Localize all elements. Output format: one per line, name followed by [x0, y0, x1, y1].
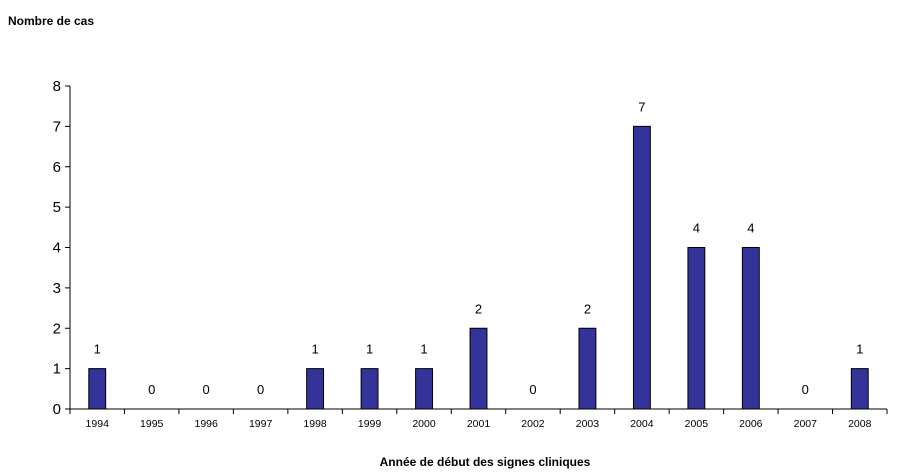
- x-tick-label: 1997: [249, 418, 273, 430]
- y-axis-title: Nombre de cas: [8, 14, 94, 28]
- x-tick-label: 2000: [412, 418, 436, 430]
- bar-2004: [632, 125, 651, 410]
- data-label-2004: 7: [638, 99, 645, 114]
- data-label-2002: 0: [529, 382, 536, 397]
- data-label-1995: 0: [148, 382, 155, 397]
- y-tick-label: 0: [53, 401, 61, 418]
- x-tick-label: 2003: [576, 418, 600, 430]
- x-tick-label: 1994: [86, 418, 110, 430]
- y-tick-label: 2: [53, 320, 61, 337]
- bar-1999: [360, 368, 379, 410]
- y-tick-label: 7: [53, 118, 61, 135]
- x-tick-label: 1999: [358, 418, 382, 430]
- data-label-2003: 2: [584, 301, 591, 316]
- x-tick-label: 2006: [739, 418, 763, 430]
- x-axis: 1994 1995 1996 1997 1998 1999 2000 2001 2002 2003…: [69, 408, 888, 430]
- data-label-2005: 4: [693, 221, 700, 236]
- bar-2000: [415, 368, 433, 410]
- x-tick-label: 1995: [140, 418, 164, 430]
- bar-2005: [687, 247, 706, 410]
- data-label-1999: 1: [366, 342, 373, 357]
- y-tick-label: 6: [53, 159, 61, 176]
- x-tick-label: 2001: [467, 418, 491, 430]
- x-tick-label: 2002: [521, 418, 545, 430]
- y-tick-label: 3: [53, 280, 61, 297]
- x-tick-label: 2007: [794, 418, 818, 430]
- bar-2003: [578, 327, 597, 410]
- x-tick-label: 2005: [685, 418, 709, 430]
- data-label-1997: 0: [257, 382, 264, 397]
- x-axis-title: Année de début des signes cliniques: [380, 455, 591, 469]
- data-label-2007: 0: [802, 382, 809, 397]
- x-tick-label: 1996: [194, 418, 218, 430]
- x-tick-label: 2008: [848, 418, 872, 430]
- bar-1998: [306, 368, 325, 410]
- data-labels: 1 0 0 0 1 1 1 2 0 2 7 4 4 0 1: [94, 99, 864, 397]
- bar-2001: [469, 327, 488, 410]
- bar-2008: [850, 368, 869, 410]
- y-tick-label: 4: [53, 240, 61, 257]
- data-label-1994: 1: [94, 342, 101, 357]
- x-tick-label: 1998: [303, 418, 327, 430]
- y-tick-label: 1: [53, 361, 61, 378]
- y-tick-label: 8: [53, 78, 61, 95]
- bar-2006: [741, 247, 760, 410]
- data-label-1998: 1: [311, 342, 318, 357]
- bar-1994: [88, 368, 107, 410]
- data-label-2008: 1: [856, 342, 863, 357]
- data-label-2006: 4: [747, 221, 754, 236]
- x-tick-label: 2004: [630, 418, 654, 430]
- data-label-2001: 2: [475, 301, 482, 316]
- data-label-1996: 0: [203, 382, 210, 397]
- bars: [88, 125, 869, 410]
- y-tick-label: 5: [53, 199, 61, 216]
- data-label-2000: 1: [420, 342, 427, 357]
- y-axis: 0 1 2 3 4 5 6 7 8: [53, 78, 71, 418]
